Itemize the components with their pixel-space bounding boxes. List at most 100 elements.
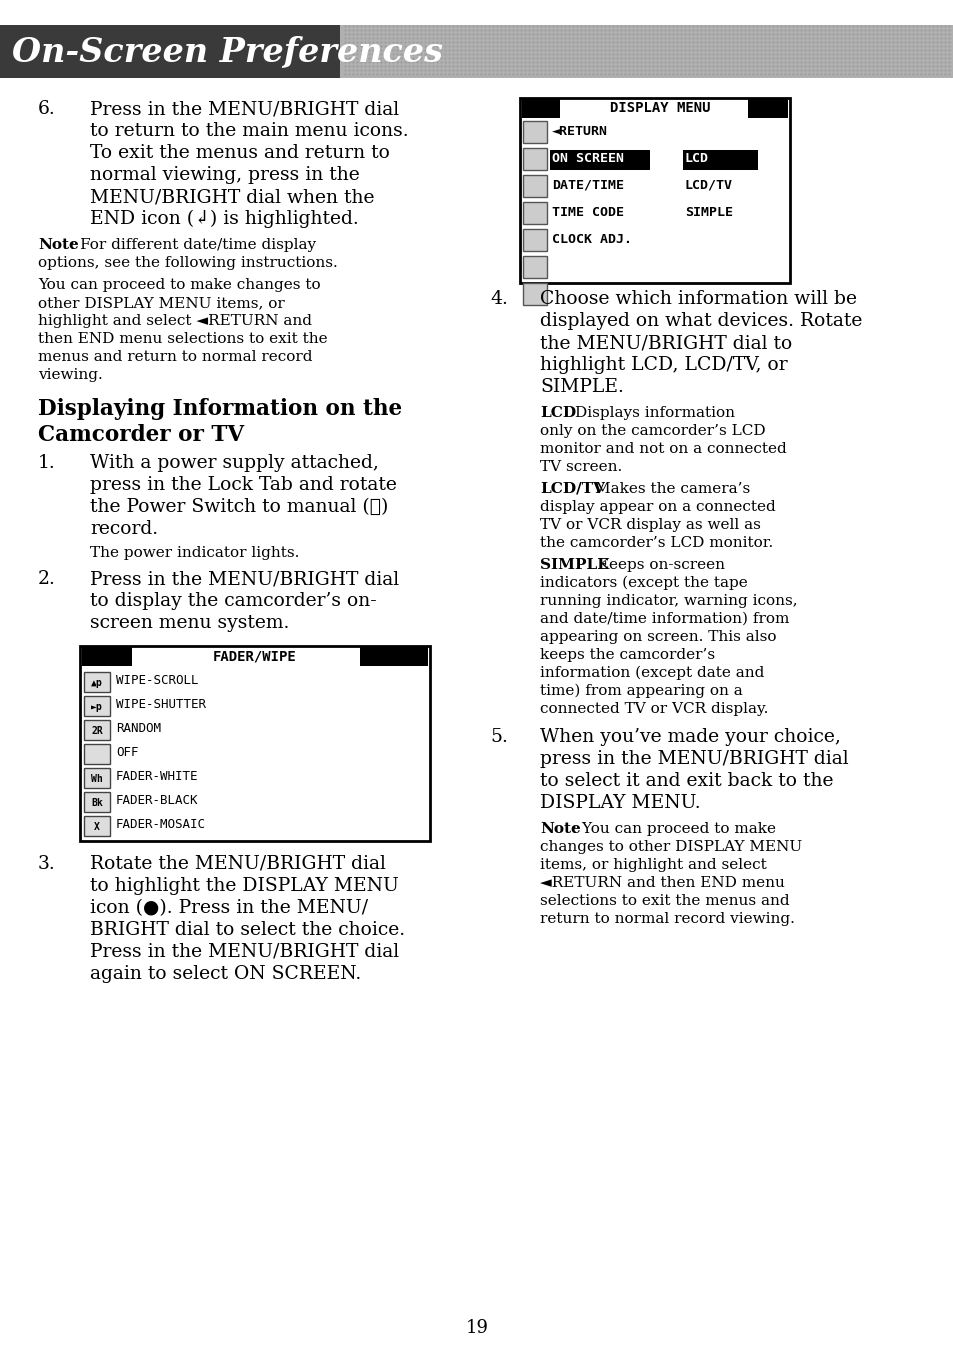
Bar xyxy=(522,228,546,251)
Text: DATE/TIME: DATE/TIME xyxy=(552,178,623,192)
Text: ►p: ►p xyxy=(91,702,103,713)
Bar xyxy=(522,256,546,279)
Text: connected TV or VCR display.: connected TV or VCR display. xyxy=(539,702,767,717)
Text: monitor and not on a connected: monitor and not on a connected xyxy=(539,442,786,456)
Text: DISPLAY MENU.: DISPLAY MENU. xyxy=(539,794,700,813)
Bar xyxy=(84,744,110,764)
Text: 3.: 3. xyxy=(38,854,55,873)
Text: displayed on what devices. Rotate: displayed on what devices. Rotate xyxy=(539,312,862,330)
Text: Camcorder or TV: Camcorder or TV xyxy=(38,425,244,446)
Text: Keeps on-screen: Keeps on-screen xyxy=(598,558,724,572)
Text: the camcorder’s LCD monitor.: the camcorder’s LCD monitor. xyxy=(539,535,773,550)
Text: FADER-WHITE: FADER-WHITE xyxy=(116,771,198,783)
Bar xyxy=(522,147,546,170)
Text: return to normal record viewing.: return to normal record viewing. xyxy=(539,913,794,926)
Text: highlight LCD, LCD/TV, or: highlight LCD, LCD/TV, or xyxy=(539,356,787,375)
Bar xyxy=(359,646,428,667)
Text: only on the camcorder’s LCD: only on the camcorder’s LCD xyxy=(539,425,765,438)
Bar xyxy=(0,24,953,78)
Text: 5.: 5. xyxy=(490,727,507,746)
Text: : For different date/time display: : For different date/time display xyxy=(70,238,315,251)
Text: You can proceed to make changes to: You can proceed to make changes to xyxy=(38,279,320,292)
Bar xyxy=(84,721,110,740)
Text: DISPLAY MENU: DISPLAY MENU xyxy=(609,101,709,115)
Text: SIMPLE.: SIMPLE. xyxy=(539,379,623,396)
Text: time) from appearing on a: time) from appearing on a xyxy=(539,684,742,699)
Text: Wh: Wh xyxy=(91,773,103,784)
Text: Press in the MENU/BRIGHT dial: Press in the MENU/BRIGHT dial xyxy=(90,942,398,961)
Text: running indicator, warning icons,: running indicator, warning icons, xyxy=(539,594,797,608)
Text: normal viewing, press in the: normal viewing, press in the xyxy=(90,166,359,184)
Bar xyxy=(550,150,649,170)
Text: On-Screen Preferences: On-Screen Preferences xyxy=(12,35,442,68)
Text: TV screen.: TV screen. xyxy=(539,460,621,475)
Text: screen menu system.: screen menu system. xyxy=(90,614,289,631)
Text: options, see the following instructions.: options, see the following instructions. xyxy=(38,256,337,270)
Text: TIME CODE: TIME CODE xyxy=(552,206,623,219)
Text: press in the MENU/BRIGHT dial: press in the MENU/BRIGHT dial xyxy=(539,750,848,768)
Text: ◄RETURN: ◄RETURN xyxy=(552,124,607,138)
Text: and date/time information) from: and date/time information) from xyxy=(539,612,788,626)
Text: icon (●). Press in the MENU/: icon (●). Press in the MENU/ xyxy=(90,899,368,917)
Bar xyxy=(84,672,110,692)
Text: Makes the camera’s: Makes the camera’s xyxy=(595,483,749,496)
Text: RANDOM: RANDOM xyxy=(116,722,161,735)
Bar xyxy=(84,696,110,717)
Text: menus and return to normal record: menus and return to normal record xyxy=(38,350,313,364)
Text: Rotate the MENU/BRIGHT dial: Rotate the MENU/BRIGHT dial xyxy=(90,854,385,873)
Bar xyxy=(84,817,110,836)
Text: record.: record. xyxy=(90,521,158,538)
Text: FADER/WIPE: FADER/WIPE xyxy=(213,649,296,662)
Bar xyxy=(522,120,546,143)
Text: FADER-BLACK: FADER-BLACK xyxy=(116,794,198,807)
Text: OFF: OFF xyxy=(116,746,138,758)
Text: TV or VCR display as well as: TV or VCR display as well as xyxy=(539,518,760,531)
Text: then END menu selections to exit the: then END menu selections to exit the xyxy=(38,333,327,346)
Bar xyxy=(0,24,339,78)
Text: CLOCK ADJ.: CLOCK ADJ. xyxy=(552,233,631,246)
Text: other DISPLAY MENU items, or: other DISPLAY MENU items, or xyxy=(38,296,284,310)
Text: to display the camcorder’s on-: to display the camcorder’s on- xyxy=(90,592,376,610)
Text: SIMPLE: SIMPLE xyxy=(684,206,732,219)
Bar xyxy=(522,174,546,197)
Text: 6.: 6. xyxy=(38,100,55,118)
Text: keeps the camcorder’s: keeps the camcorder’s xyxy=(539,648,715,662)
Text: LCD/TV: LCD/TV xyxy=(539,483,604,496)
Text: Displays information: Displays information xyxy=(575,406,734,420)
Text: Displaying Information on the: Displaying Information on the xyxy=(38,397,402,420)
Text: indicators (except the tape: indicators (except the tape xyxy=(539,576,747,591)
Text: The power indicator lights.: The power indicator lights. xyxy=(90,546,299,560)
Bar xyxy=(84,768,110,788)
Text: 4.: 4. xyxy=(490,289,507,308)
Text: to highlight the DISPLAY MENU: to highlight the DISPLAY MENU xyxy=(90,877,398,895)
Text: When you’ve made your choice,: When you’ve made your choice, xyxy=(539,727,840,746)
Text: Note: Note xyxy=(539,822,580,836)
Text: press in the Lock Tab and rotate: press in the Lock Tab and rotate xyxy=(90,476,396,493)
Text: selections to exit the menus and: selections to exit the menus and xyxy=(539,894,789,909)
Text: changes to other DISPLAY MENU: changes to other DISPLAY MENU xyxy=(539,840,801,854)
Text: to select it and exit back to the: to select it and exit back to the xyxy=(539,772,833,790)
Bar xyxy=(682,150,758,170)
Text: ON SCREEN: ON SCREEN xyxy=(552,151,623,165)
Text: the Power Switch to manual (Ⓜ): the Power Switch to manual (Ⓜ) xyxy=(90,498,388,516)
Text: appearing on screen. This also: appearing on screen. This also xyxy=(539,630,776,644)
Text: Note: Note xyxy=(38,238,79,251)
Text: LCD: LCD xyxy=(539,406,576,420)
Text: LCD: LCD xyxy=(684,151,708,165)
Text: SIMPLE: SIMPLE xyxy=(539,558,608,572)
Text: Press in the MENU/BRIGHT dial: Press in the MENU/BRIGHT dial xyxy=(90,100,398,118)
Text: 1.: 1. xyxy=(38,454,55,472)
Text: LCD/TV: LCD/TV xyxy=(684,178,732,192)
Text: END icon (↲) is highlighted.: END icon (↲) is highlighted. xyxy=(90,210,358,228)
Bar xyxy=(522,201,546,224)
Text: FADER-MOSAIC: FADER-MOSAIC xyxy=(116,818,206,831)
Text: ▲p: ▲p xyxy=(91,677,103,688)
Bar xyxy=(82,646,132,667)
Text: Choose which information will be: Choose which information will be xyxy=(539,289,856,308)
Text: viewing.: viewing. xyxy=(38,368,103,383)
Text: display appear on a connected: display appear on a connected xyxy=(539,500,775,514)
Text: X: X xyxy=(94,822,100,831)
Bar xyxy=(519,97,789,283)
Text: 2R: 2R xyxy=(91,726,103,735)
Text: ◄RETURN and then END menu: ◄RETURN and then END menu xyxy=(539,876,784,890)
